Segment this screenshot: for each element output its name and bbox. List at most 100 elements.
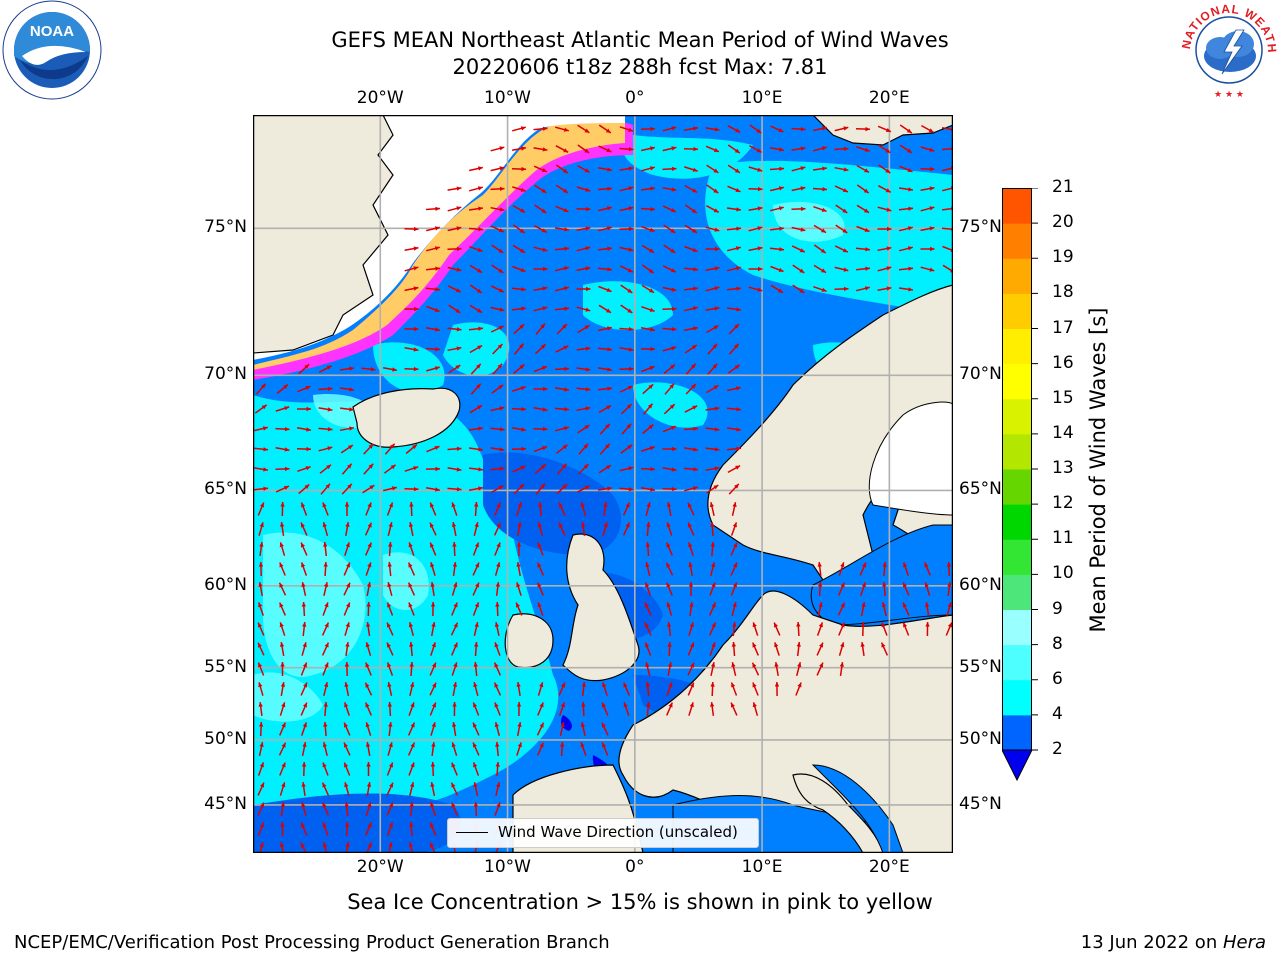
colorbar-segment: [1002, 539, 1032, 575]
wave-arrow: [345, 842, 350, 853]
wave-arrow: [425, 287, 441, 292]
wave-arrow: [469, 166, 483, 172]
wave-arrow: [685, 363, 697, 375]
wave-arrow: [838, 642, 845, 656]
wave-arrow: [663, 403, 676, 415]
wave-arrow: [554, 407, 570, 412]
wave-arrow: [899, 226, 913, 232]
wave-arrow: [791, 226, 806, 232]
wave-arrow: [689, 601, 694, 617]
wave-arrow: [642, 423, 654, 435]
wave-arrow: [300, 842, 307, 853]
wave-arrow: [429, 522, 437, 536]
wave-arrow: [344, 622, 350, 636]
wave-arrow: [491, 384, 504, 394]
wave-arrow: [322, 742, 328, 756]
wave-arrow: [533, 306, 548, 312]
wave-arrow: [472, 762, 480, 776]
wave-arrow: [468, 326, 484, 331]
wave-arrow: [920, 266, 935, 272]
wave-arrow: [409, 801, 414, 817]
wave-arrow: [537, 702, 544, 716]
wave-arrow: [323, 561, 328, 577]
wave-arrow: [365, 642, 372, 656]
wave-arrow: [645, 681, 650, 697]
lat-label-left: 75°N: [204, 217, 247, 238]
wave-arrow: [662, 327, 677, 332]
wave-arrow: [706, 164, 719, 174]
wave-arrow: [512, 265, 526, 273]
wave-arrow: [386, 762, 394, 776]
land-svalbard: [812, 115, 953, 146]
wave-arrow: [770, 206, 784, 212]
wave-arrow: [322, 822, 329, 836]
wave-arrow: [301, 802, 307, 816]
wave-arrow: [877, 206, 892, 212]
chart-subtitle: 20220606 t18z 288h fcst Max: 7.81: [452, 55, 828, 79]
wave-arrow: [816, 662, 824, 676]
wave-arrow: [451, 642, 458, 656]
wave-arrow: [709, 642, 716, 656]
wave-arrow: [279, 762, 286, 776]
wave-arrow: [365, 502, 372, 516]
wave-arrow: [620, 304, 633, 314]
wave-arrow: [645, 662, 651, 676]
wave-arrow: [513, 363, 525, 375]
wave-arrow: [731, 602, 737, 616]
wave-arrow: [429, 542, 437, 556]
wave-arrow: [388, 541, 393, 557]
wave-arrow: [426, 445, 440, 453]
wave-arrow: [727, 125, 741, 133]
wave-arrow: [834, 126, 849, 132]
wave-arrow: [387, 522, 393, 536]
wave-arrow: [343, 602, 351, 616]
wave-arrow: [258, 742, 264, 756]
wave-arrow: [429, 842, 436, 853]
wave-arrow: [666, 522, 673, 536]
wave-arrow: [752, 682, 759, 696]
wave-arrow: [925, 621, 930, 637]
wave-arrow: [447, 446, 462, 451]
wave-arrow: [318, 365, 333, 373]
wave-arrow: [404, 246, 419, 251]
wave-arrow: [748, 246, 763, 252]
wave-arrow: [472, 562, 480, 576]
wave-arrow: [710, 681, 715, 697]
wave-arrow: [662, 166, 677, 171]
wave-arrow: [856, 184, 870, 194]
wave-arrow: [684, 486, 698, 492]
wave-arrow: [494, 542, 501, 556]
lat-label-right: 65°N: [959, 479, 1002, 500]
wave-arrow: [642, 403, 654, 415]
map-legend: Wind Wave Direction (unscaled): [447, 818, 759, 848]
wave-arrow: [387, 682, 393, 696]
wave-arrow: [301, 582, 307, 596]
wave-arrow: [430, 761, 436, 777]
wave-arrow: [300, 502, 308, 516]
wave-arrow: [576, 485, 591, 493]
wave-arrow: [684, 204, 698, 214]
wave-arrow: [748, 266, 763, 272]
wave-arrow: [749, 144, 762, 154]
colorbar-tick-label: 9: [1052, 598, 1063, 619]
wave-arrow: [516, 502, 522, 516]
wave-arrow: [534, 463, 547, 475]
colorbar-segment: [1002, 223, 1032, 259]
wave-arrow: [662, 446, 677, 452]
wave-arrow: [382, 367, 398, 372]
wave-arrow: [407, 722, 416, 736]
wave-arrow: [835, 224, 848, 234]
wave-arrow: [945, 622, 953, 636]
wave-arrow: [920, 166, 935, 172]
colorbar-segment: [1002, 398, 1032, 435]
wave-arrow: [495, 582, 500, 596]
wave-arrow: [490, 166, 505, 172]
wave-arrow: [386, 802, 394, 816]
wave-arrow: [726, 407, 742, 412]
credit-date: 13 Jun 2022 on: [1080, 932, 1223, 953]
wave-arrow: [534, 184, 547, 194]
colorbar-segment: [1002, 714, 1032, 751]
wave-arrow: [730, 522, 738, 536]
wave-arrow: [275, 466, 290, 472]
wave-arrow: [705, 246, 720, 252]
